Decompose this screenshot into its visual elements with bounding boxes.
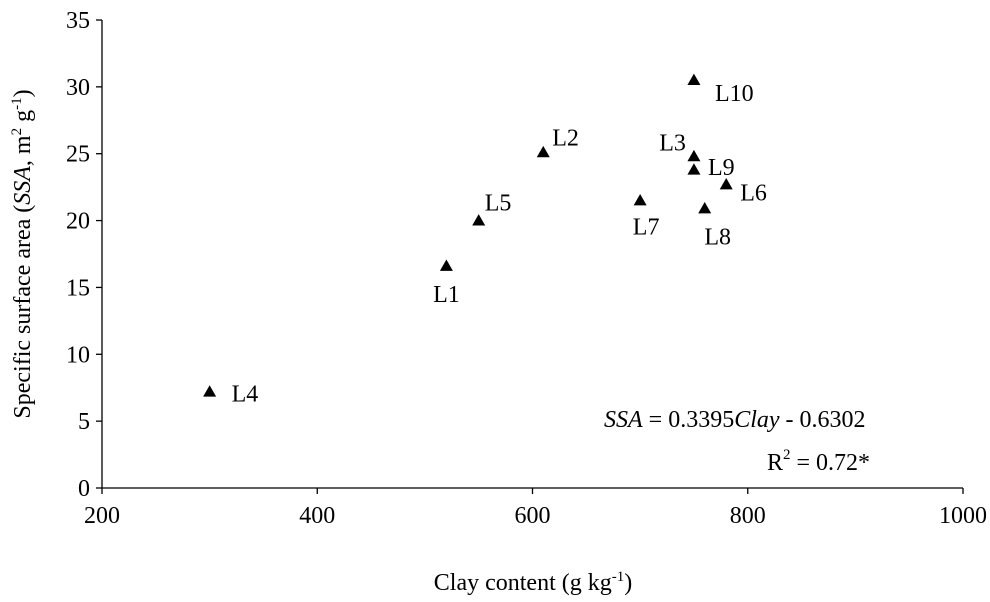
data-point-l8 <box>698 202 712 214</box>
data-point-l10 <box>687 73 701 86</box>
x-tick-label: 1000 <box>939 503 987 529</box>
point-label-l1: L1 <box>433 282 460 308</box>
y-tick-label: 20 <box>66 209 90 235</box>
point-label-l8: L8 <box>704 225 731 251</box>
y-axis-label: Specific surface area (SSA, m2 g-1) <box>9 89 36 418</box>
data-point-l6 <box>719 177 733 190</box>
x-tick-label: 600 <box>515 503 551 529</box>
point-label-l4: L4 <box>232 382 259 408</box>
point-label-l9: L9 <box>708 155 735 181</box>
y-tick-label: 0 <box>78 476 90 502</box>
x-tick-label: 200 <box>84 503 120 529</box>
r-squared-label: R2 = 0.72* <box>767 447 870 476</box>
data-point-l4 <box>203 385 217 397</box>
x-tick-label: 400 <box>299 503 335 529</box>
y-tick-label: 15 <box>66 275 90 301</box>
data-point-l1 <box>439 259 453 271</box>
point-label-l2: L2 <box>552 125 579 151</box>
data-points <box>203 73 733 397</box>
y-tick-label: 10 <box>66 342 90 368</box>
point-label-l7: L7 <box>633 215 660 241</box>
y-tick-label: 30 <box>66 75 90 101</box>
data-point-l2 <box>536 145 550 158</box>
y-tick-label: 35 <box>66 8 90 34</box>
x-axis-label: Clay content (g kg-1) <box>434 569 632 596</box>
x-axis-ticks: 200 400 600 800 1000 <box>84 488 987 529</box>
point-label-l10: L10 <box>715 81 754 107</box>
data-point-l7 <box>633 194 647 206</box>
point-label-l6: L6 <box>740 180 767 206</box>
data-point-l3 <box>687 149 701 162</box>
data-point-l9 <box>687 163 701 175</box>
y-tick-label: 25 <box>66 142 90 168</box>
data-point-l5 <box>472 214 486 226</box>
point-label-l5: L5 <box>485 191 512 217</box>
x-tick-label: 800 <box>730 503 766 529</box>
regression-equation: SSA = 0.3395Clay - 0.6302 <box>604 407 866 433</box>
y-axis-ticks: 0 5 10 15 20 25 30 35 <box>66 8 102 502</box>
point-labels: L1 L2 L3 L4 L5 L6 L7 L8 L9 L10 <box>232 81 767 408</box>
point-label-l3: L3 <box>659 130 686 156</box>
y-tick-label: 5 <box>78 409 90 435</box>
